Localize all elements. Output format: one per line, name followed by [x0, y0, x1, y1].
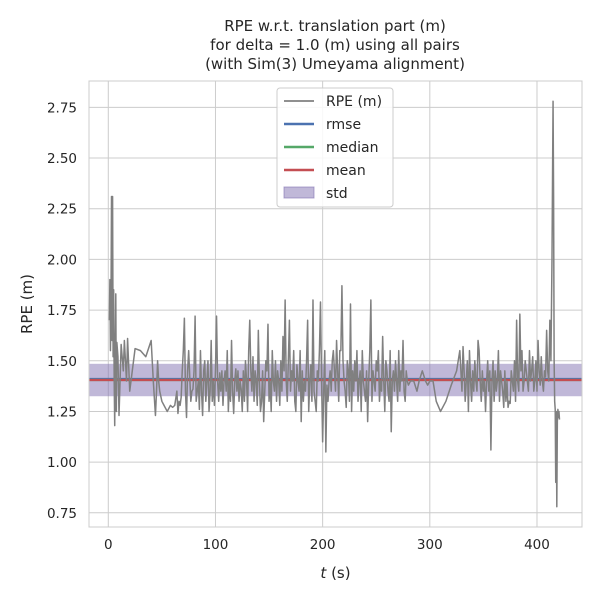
x-tick-label: 300 — [417, 537, 443, 553]
y-tick-label: 2.25 — [47, 202, 77, 218]
y-tick-label: 0.75 — [47, 506, 77, 522]
y-tick-labels: 0.75 1.00 1.25 1.50 1.75 2.00 2.25 2.50 2.75 — [47, 100, 77, 521]
y-tick-label: 1.25 — [47, 404, 77, 420]
legend: RPE (m) rmse median mean std — [276, 87, 394, 208]
x-axis-label: t (s) — [320, 564, 350, 582]
legend-label: rmse — [326, 117, 361, 133]
x-tick-labels: 0 100 200 300 400 — [104, 537, 550, 553]
x-tick-label: 400 — [524, 537, 550, 553]
y-tick-label: 2.00 — [47, 252, 77, 268]
title-line: RPE w.r.t. translation part (m) — [224, 17, 446, 35]
legend-swatch-std — [283, 186, 315, 199]
title-line: (with Sim(3) Umeyama alignment) — [205, 55, 465, 73]
y-tick-label: 1.50 — [47, 354, 77, 370]
x-axis-label-unit: (s) — [326, 564, 350, 582]
x-tick-label: 0 — [104, 537, 113, 553]
y-tick-label: 2.50 — [47, 151, 77, 167]
title-line: for delta = 1.0 (m) using all pairs — [210, 36, 460, 54]
x-axis-label-var: t — [320, 564, 327, 582]
y-axis-label: RPE (m) — [18, 274, 36, 334]
legend-label: std — [326, 186, 348, 202]
legend-label: median — [326, 140, 378, 156]
rpe-series — [108, 100, 561, 508]
x-tick-label: 200 — [310, 537, 336, 553]
legend-label: mean — [326, 163, 366, 179]
y-tick-label: 1.00 — [47, 455, 77, 471]
x-tick-label: 100 — [203, 537, 229, 553]
legend-label: RPE (m) — [326, 94, 382, 110]
plot-frame — [88, 80, 583, 528]
rpe-line — [108, 100, 561, 508]
y-tick-label: 2.75 — [47, 100, 77, 116]
legend-box — [276, 87, 394, 208]
chart-title: RPE w.r.t. translation part (m)for delta… — [205, 17, 465, 73]
y-tick-label: 1.75 — [47, 303, 77, 319]
